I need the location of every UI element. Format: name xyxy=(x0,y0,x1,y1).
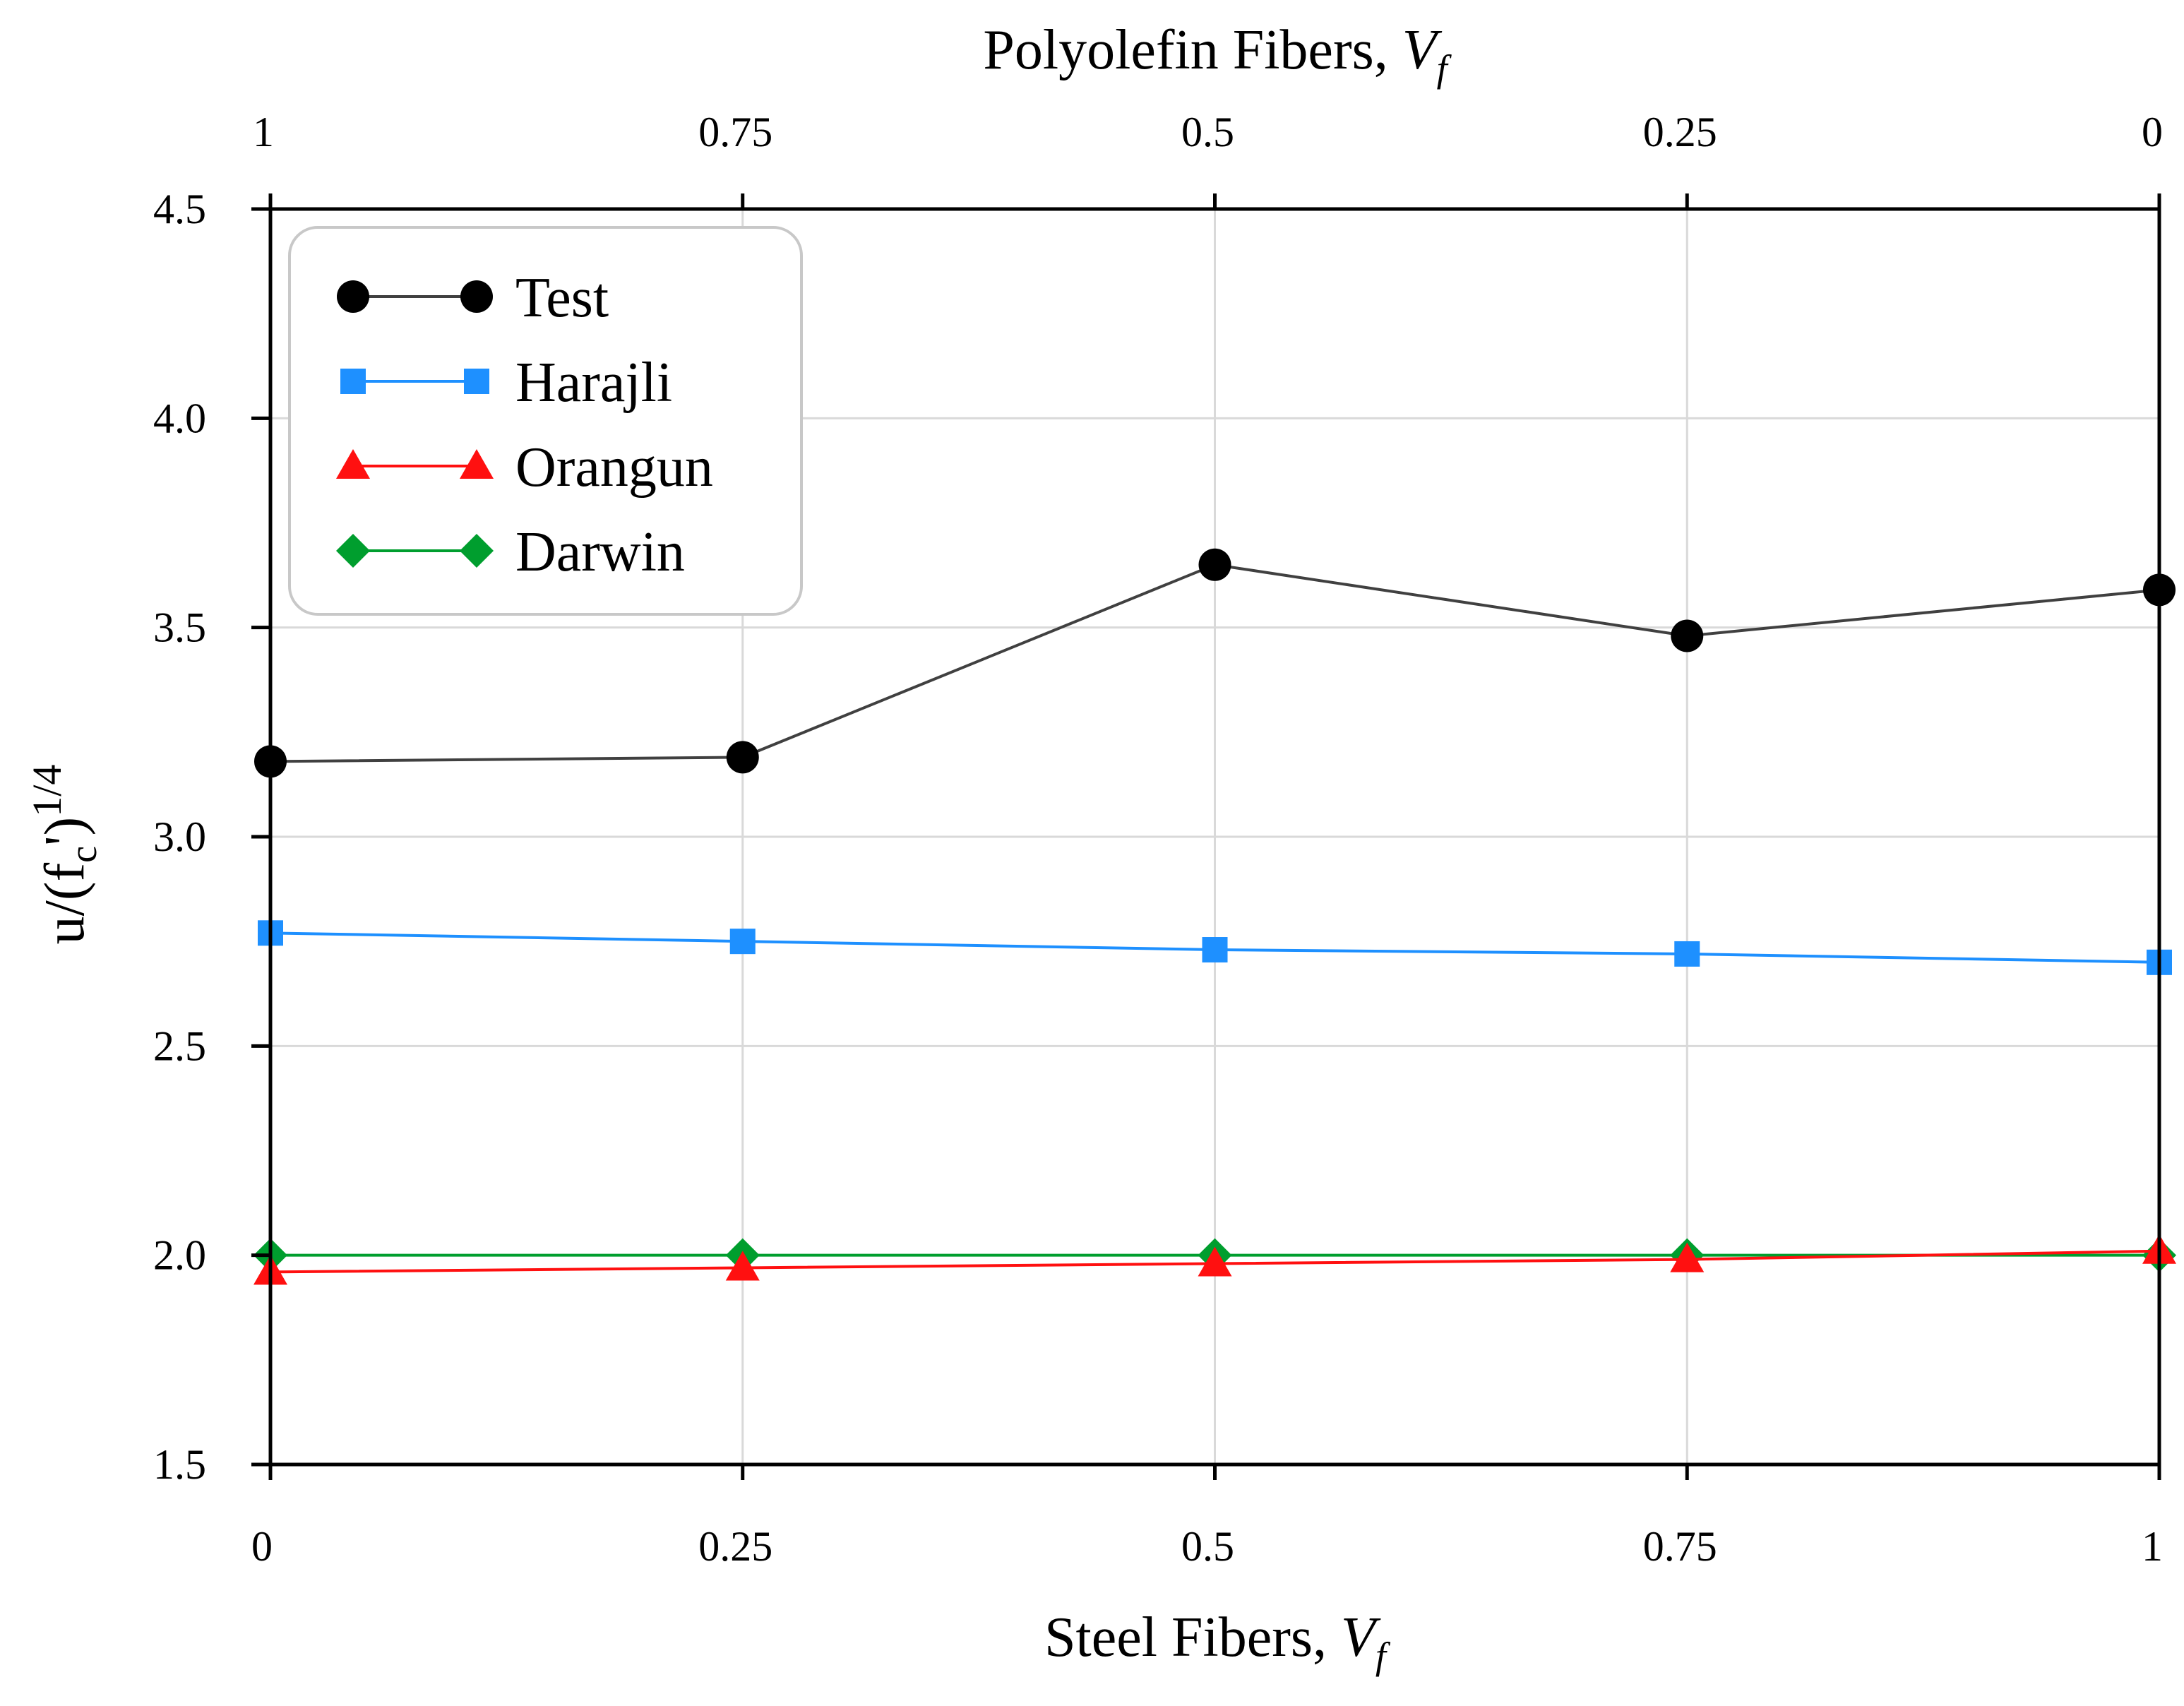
y-tick-label: 4.5 xyxy=(153,186,206,232)
y-tick-label: 1.5 xyxy=(153,1441,206,1488)
y-axis-title: u/(fc')1/4 xyxy=(24,765,105,945)
top-x-tick-label: 0.75 xyxy=(698,109,772,155)
ticks xyxy=(251,193,2161,1480)
legend-label: Harajli xyxy=(515,352,672,414)
x-axis-title: Steel Fibers, Vf xyxy=(1044,1606,1391,1677)
x-tick-label: 0.5 xyxy=(1181,1523,1234,1570)
legend-entry-test: Test xyxy=(337,267,609,329)
legend: Test Harajli Orangun Darwin xyxy=(288,226,803,616)
legend-marker xyxy=(460,449,494,479)
legend-marker xyxy=(336,534,370,568)
y-tick-label: 2.5 xyxy=(153,1022,206,1069)
legend-label: Orangun xyxy=(515,436,713,499)
legend-entry-orangun: Orangun xyxy=(336,436,713,499)
tick-labels: 1.5 2.0 2.5 3.0 3.5 4.0 4.5 0 0.25 0.5 0.75 1 1 0.75 0… xyxy=(153,109,2163,1570)
legend-marker xyxy=(464,369,489,394)
y-tick-label: 3.5 xyxy=(153,604,206,651)
legend-entry-harajli: Harajli xyxy=(340,352,672,414)
y-tick-label: 2.0 xyxy=(153,1232,206,1279)
x-tick-label: 0.25 xyxy=(698,1523,772,1570)
orangun-point xyxy=(1670,1242,1705,1272)
legend-box xyxy=(288,226,803,616)
y-tick-label: 3.0 xyxy=(153,813,206,860)
harajli-point xyxy=(729,929,756,955)
test-point xyxy=(1198,548,1231,581)
legend-label: Darwin xyxy=(515,521,685,583)
legend-marker xyxy=(336,449,370,479)
x-tick-label: 1 xyxy=(2142,1523,2163,1570)
x-tick-label: 0 xyxy=(251,1523,273,1570)
top-x-tick-label: 0.25 xyxy=(1643,109,1717,155)
y-tick-label: 4.0 xyxy=(153,395,206,441)
x-tick-label: 0.75 xyxy=(1643,1523,1717,1570)
top-x-tick-label: 1 xyxy=(253,109,274,155)
top-axis-title: Polyolefin Fibers, Vf xyxy=(983,19,1452,90)
test-point xyxy=(726,741,759,774)
legend-marker xyxy=(337,280,369,313)
series-test xyxy=(254,548,2176,778)
legend-marker xyxy=(460,534,494,568)
top-x-tick-label: 0.5 xyxy=(1181,109,1234,155)
legend-marker xyxy=(340,369,366,394)
legend-label: Test xyxy=(515,267,609,329)
test-point xyxy=(1671,619,1704,652)
legend-entry-darwin: Darwin xyxy=(336,521,685,583)
orangun-point xyxy=(1198,1246,1232,1277)
harajli-point xyxy=(1202,937,1228,963)
top-x-tick-label: 0 xyxy=(2142,109,2163,155)
orangun-point xyxy=(725,1251,760,1281)
harajli-point xyxy=(1674,941,1700,967)
series-group xyxy=(253,548,2176,1285)
legend-marker xyxy=(460,280,493,313)
legend-entries: Test Harajli Orangun Darwin xyxy=(336,267,713,583)
